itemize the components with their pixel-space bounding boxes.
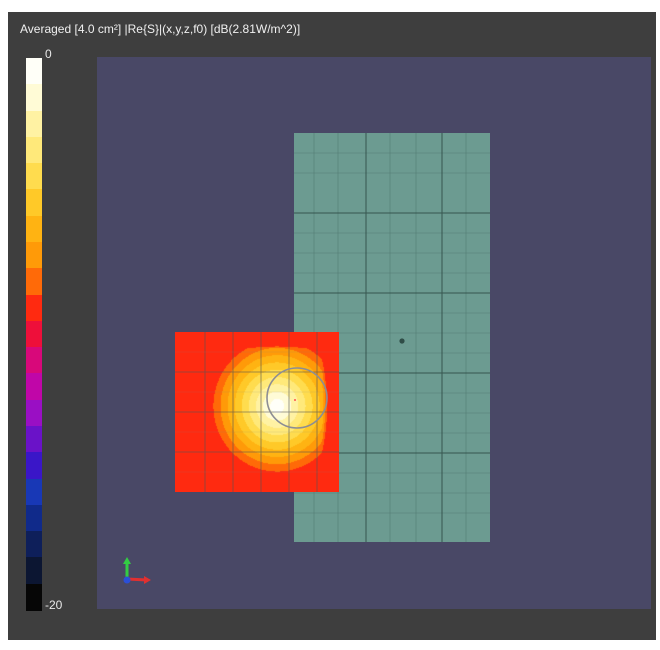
- colorbar-swatch: [26, 452, 42, 480]
- colorbar-swatch: [26, 347, 42, 375]
- colorbar-swatch: [26, 136, 42, 165]
- axes-triad-icon: [123, 557, 151, 584]
- colorbar-swatch: [26, 294, 42, 322]
- colorbar-min-label: -20: [45, 598, 63, 612]
- colorbar-swatch: [26, 583, 42, 611]
- colorbar-swatch: [26, 189, 42, 217]
- colorbar: [26, 58, 42, 611]
- colorbar-swatch: [26, 242, 42, 270]
- colorbar-swatch: [26, 58, 42, 86]
- colorbar-swatch: [26, 478, 42, 506]
- plate-marker: [399, 338, 405, 344]
- colorbar-swatch: [26, 215, 42, 243]
- quantity-title: Averaged [4.0 cm²] |Re{S}|(x,y,z,f0) [dB…: [20, 22, 301, 36]
- colorbar-swatch: [26, 531, 42, 559]
- colorbar-swatch: [26, 268, 42, 296]
- colorbar-swatch: [26, 504, 42, 533]
- colorbar-max-label: 0: [45, 47, 52, 61]
- colorbar-swatch: [26, 399, 42, 427]
- colorbar-swatch: [26, 426, 42, 454]
- colorbar-swatch: [26, 557, 42, 585]
- sar-field-map[interactable]: [175, 332, 339, 492]
- colorbar-swatch: [26, 110, 42, 138]
- averaging-cube-outline: [266, 367, 328, 429]
- colorbar-swatch: [26, 84, 42, 112]
- colorbar-swatch: [26, 163, 42, 191]
- colorbar-swatch: [26, 373, 42, 401]
- peak-marker: [294, 399, 296, 401]
- colorbar-swatch: [26, 320, 42, 349]
- field-grid-overlay: [175, 332, 339, 492]
